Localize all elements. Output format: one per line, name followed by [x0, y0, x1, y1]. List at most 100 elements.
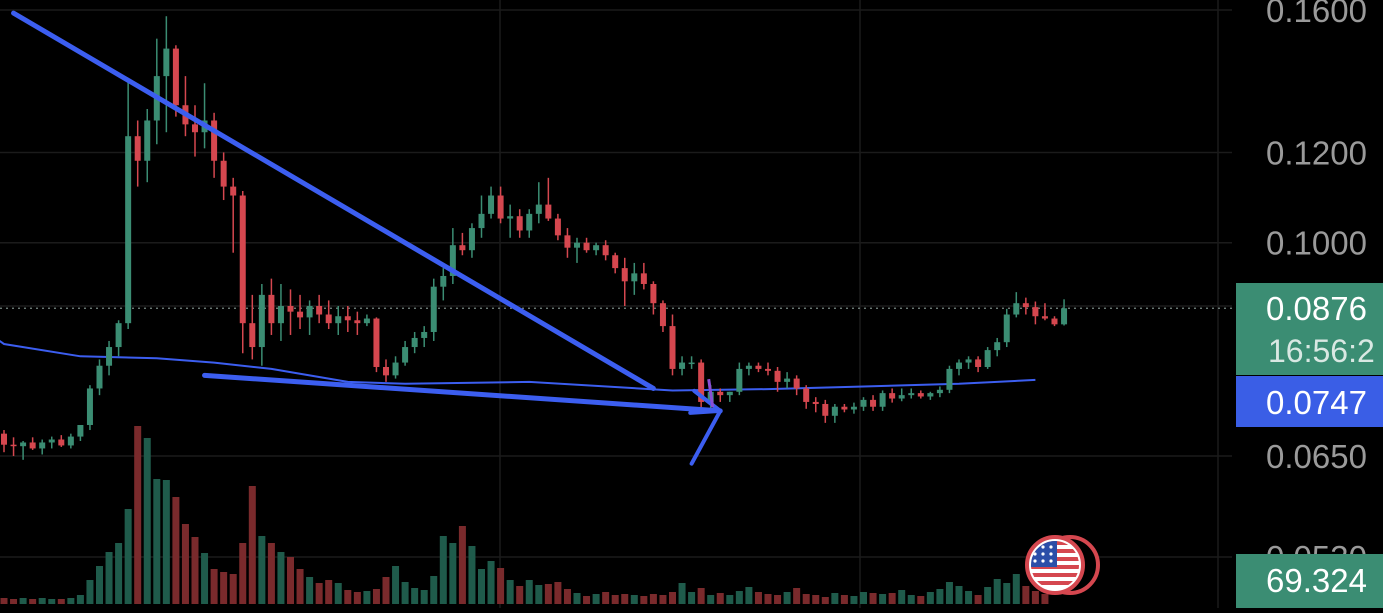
us-flag-icon — [1025, 535, 1085, 595]
volume-bar — [315, 583, 323, 604]
volume-bar — [945, 582, 953, 604]
candle-body — [593, 245, 600, 251]
candle-body — [659, 303, 666, 327]
volume-bar — [544, 584, 552, 604]
volume-bar — [554, 582, 562, 604]
volume-bar — [181, 524, 189, 604]
candle-body — [516, 216, 523, 231]
candle-body — [10, 444, 17, 447]
candle-body — [239, 195, 246, 324]
price-badges: 0.0876 16:56:2 0.0747 69.324 — [1236, 283, 1383, 608]
volume-bar — [974, 595, 982, 604]
volume-bar — [458, 526, 466, 604]
candle-body — [106, 347, 113, 366]
volume-bar — [67, 598, 75, 604]
candle-body — [363, 318, 370, 324]
volume-bar — [382, 577, 390, 604]
volume-bar — [1012, 574, 1020, 604]
flag-layer — [1025, 535, 1100, 595]
candle-body — [765, 368, 771, 371]
candle-body — [478, 213, 485, 229]
volume-bar — [325, 580, 333, 604]
volume-bar — [640, 596, 648, 604]
volume-value: 69.324 — [1266, 562, 1367, 599]
volume-bar — [888, 593, 896, 604]
volume-bar — [669, 592, 676, 604]
candle-body — [736, 368, 743, 392]
volume-bar — [783, 592, 791, 604]
volume-bar — [764, 594, 772, 604]
candle-body — [574, 242, 580, 248]
volume-bar — [812, 595, 820, 604]
volume-bar — [716, 593, 724, 604]
candle-body — [488, 195, 495, 214]
candle-body — [965, 359, 972, 363]
candle-body — [1013, 303, 1020, 315]
candle-body — [449, 245, 456, 276]
volume-bar — [869, 593, 877, 604]
candle-body — [211, 120, 218, 161]
volume-bar — [965, 591, 973, 604]
candle-body — [1041, 316, 1048, 319]
volume-bar — [124, 509, 132, 604]
candle-body — [1061, 308, 1068, 325]
candle-body — [163, 48, 170, 77]
candle-body — [621, 268, 628, 282]
volume-bar — [430, 576, 438, 604]
volume-bar — [191, 537, 199, 604]
candle-body — [1, 433, 7, 445]
candle-body — [793, 378, 800, 389]
candle-body — [994, 342, 1001, 351]
volume-bar — [1041, 594, 1049, 604]
last-price-badge — [1236, 283, 1383, 375]
candle-body — [535, 204, 542, 214]
volume-bar — [296, 569, 304, 604]
candle-body — [392, 362, 399, 376]
candle-body — [287, 306, 294, 312]
volume-bar — [478, 569, 485, 604]
candle-body — [908, 393, 915, 396]
volume-bar — [19, 598, 27, 604]
volume-bar — [449, 543, 457, 604]
candle-body — [277, 306, 284, 324]
moving-average-value: 0.0747 — [1266, 384, 1367, 421]
candle-body — [316, 306, 323, 315]
breakout-arrow-shaft — [689, 408, 723, 466]
moving-average-badge — [1236, 376, 1383, 427]
volume-bar — [76, 595, 84, 604]
volume-bar — [1031, 591, 1039, 604]
candle-body — [889, 393, 896, 399]
volume-bar — [984, 587, 992, 604]
volume-bar — [516, 586, 524, 604]
candle-body — [468, 228, 475, 251]
flag-star — [1049, 552, 1053, 556]
candle-body — [134, 136, 141, 161]
candle-body — [497, 195, 504, 219]
volume-bar — [563, 589, 571, 604]
candle-body — [29, 442, 36, 449]
candle-body — [679, 362, 686, 369]
candle-body — [1003, 314, 1010, 343]
candle-body — [564, 235, 571, 248]
volume-bar — [955, 586, 963, 604]
price-tick-label: 0.1000 — [1266, 225, 1367, 262]
candle-body — [755, 365, 762, 369]
volume-bar — [420, 590, 428, 604]
candle-body — [354, 320, 361, 324]
marker-tick — [707, 378, 715, 408]
upper-trendline — [11, 10, 656, 391]
volume-bar — [850, 596, 858, 604]
volume-bar — [287, 557, 294, 604]
volume-bar — [583, 596, 591, 604]
volume-bar — [840, 595, 848, 604]
candle-body — [984, 350, 991, 367]
volume-bar — [10, 599, 18, 604]
candle-body — [144, 120, 151, 161]
price-tick-label: 0.1200 — [1266, 134, 1367, 171]
volume-bar — [162, 480, 170, 604]
volume-bars — [0, 426, 1049, 604]
volume-bar — [898, 590, 906, 604]
flag-star — [1049, 559, 1053, 563]
